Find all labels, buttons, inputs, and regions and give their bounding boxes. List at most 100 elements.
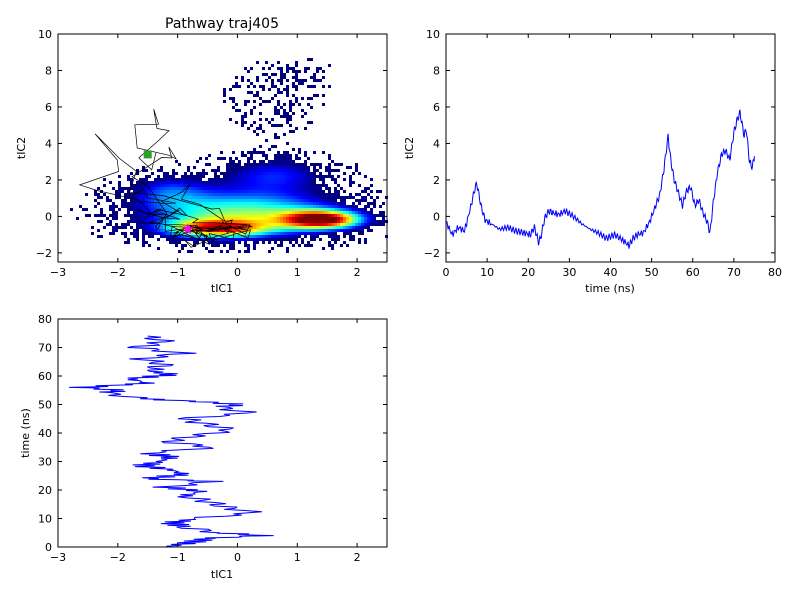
density-cell bbox=[265, 139, 268, 142]
density-cell bbox=[334, 187, 337, 190]
density-cell bbox=[235, 181, 238, 184]
density-cell bbox=[271, 220, 274, 223]
density-cell bbox=[181, 187, 184, 190]
density-cell bbox=[280, 106, 283, 109]
density-cell bbox=[316, 79, 319, 82]
density-cell bbox=[217, 223, 220, 226]
density-cell bbox=[262, 100, 265, 103]
density-cell bbox=[274, 205, 277, 208]
density-cell bbox=[277, 154, 280, 157]
density-cell bbox=[145, 217, 148, 220]
density-cell bbox=[334, 190, 337, 193]
density-cell bbox=[133, 229, 136, 232]
density-cell bbox=[172, 184, 175, 187]
density-cell bbox=[241, 202, 244, 205]
density-cell bbox=[295, 238, 298, 241]
density-cell bbox=[352, 223, 355, 226]
density-cell bbox=[247, 166, 250, 169]
density-cell bbox=[328, 172, 331, 175]
density-cell bbox=[340, 163, 343, 166]
density-cell bbox=[151, 199, 154, 202]
density-cell bbox=[112, 208, 115, 211]
density-cell bbox=[313, 211, 316, 214]
density-cell bbox=[265, 166, 268, 169]
density-cell bbox=[274, 133, 277, 136]
density-cell bbox=[346, 205, 349, 208]
density-cell bbox=[160, 223, 163, 226]
density-cell bbox=[289, 196, 292, 199]
density-cell bbox=[337, 202, 340, 205]
density-cell bbox=[178, 235, 181, 238]
density-cell bbox=[181, 181, 184, 184]
density-cell bbox=[214, 193, 217, 196]
density-cell bbox=[265, 217, 268, 220]
density-cell bbox=[238, 85, 241, 88]
density-cell bbox=[130, 217, 133, 220]
density-cell bbox=[277, 166, 280, 169]
density-cell bbox=[337, 175, 340, 178]
density-cell bbox=[181, 175, 184, 178]
density-cell bbox=[247, 202, 250, 205]
density-cell bbox=[241, 187, 244, 190]
density-cell bbox=[322, 190, 325, 193]
density-cell bbox=[322, 226, 325, 229]
density-cell bbox=[301, 169, 304, 172]
density-cell bbox=[367, 214, 370, 217]
density-cell bbox=[142, 205, 145, 208]
density-cell bbox=[304, 178, 307, 181]
density-cell bbox=[112, 232, 115, 235]
density-cell bbox=[316, 70, 319, 73]
density-cell bbox=[196, 160, 199, 163]
density-cell bbox=[361, 199, 364, 202]
density-cell bbox=[229, 166, 232, 169]
density-cell bbox=[352, 229, 355, 232]
density-cell bbox=[175, 181, 178, 184]
density-cell bbox=[355, 205, 358, 208]
density-cell bbox=[295, 184, 298, 187]
density-cell bbox=[211, 169, 214, 172]
density-cell bbox=[130, 205, 133, 208]
density-cell bbox=[259, 172, 262, 175]
density-cell bbox=[292, 214, 295, 217]
density-cell bbox=[253, 85, 256, 88]
density-cell bbox=[283, 238, 286, 241]
density-cell bbox=[292, 187, 295, 190]
density-cell bbox=[262, 235, 265, 238]
density-cell bbox=[322, 211, 325, 214]
density-cell bbox=[298, 202, 301, 205]
density-cell bbox=[271, 172, 274, 175]
density-cell bbox=[217, 157, 220, 160]
density-cell bbox=[343, 205, 346, 208]
density-cell bbox=[205, 226, 208, 229]
density-cell bbox=[157, 223, 160, 226]
density-cell bbox=[349, 196, 352, 199]
density-cell bbox=[247, 244, 250, 247]
density-cell bbox=[325, 217, 328, 220]
density-cell bbox=[295, 175, 298, 178]
density-cell bbox=[343, 178, 346, 181]
density-cell bbox=[268, 169, 271, 172]
density-cell bbox=[190, 196, 193, 199]
density-cell bbox=[196, 190, 199, 193]
density-cell bbox=[256, 235, 259, 238]
density-cell bbox=[211, 232, 214, 235]
density-cell bbox=[208, 235, 211, 238]
density-cell bbox=[253, 232, 256, 235]
density-cell bbox=[262, 202, 265, 205]
density-cell bbox=[187, 232, 190, 235]
density-cell bbox=[322, 223, 325, 226]
density-cell bbox=[352, 208, 355, 211]
density-cell bbox=[295, 217, 298, 220]
density-cell bbox=[127, 193, 130, 196]
density-cell bbox=[127, 238, 130, 241]
density-cell bbox=[169, 238, 172, 241]
density-cell bbox=[316, 169, 319, 172]
density-cell bbox=[364, 238, 367, 241]
density-cell bbox=[277, 187, 280, 190]
density-cell bbox=[328, 226, 331, 229]
density-cell bbox=[229, 169, 232, 172]
density-cell bbox=[253, 175, 256, 178]
density-cell bbox=[154, 226, 157, 229]
density-cell bbox=[151, 196, 154, 199]
density-cell bbox=[193, 190, 196, 193]
